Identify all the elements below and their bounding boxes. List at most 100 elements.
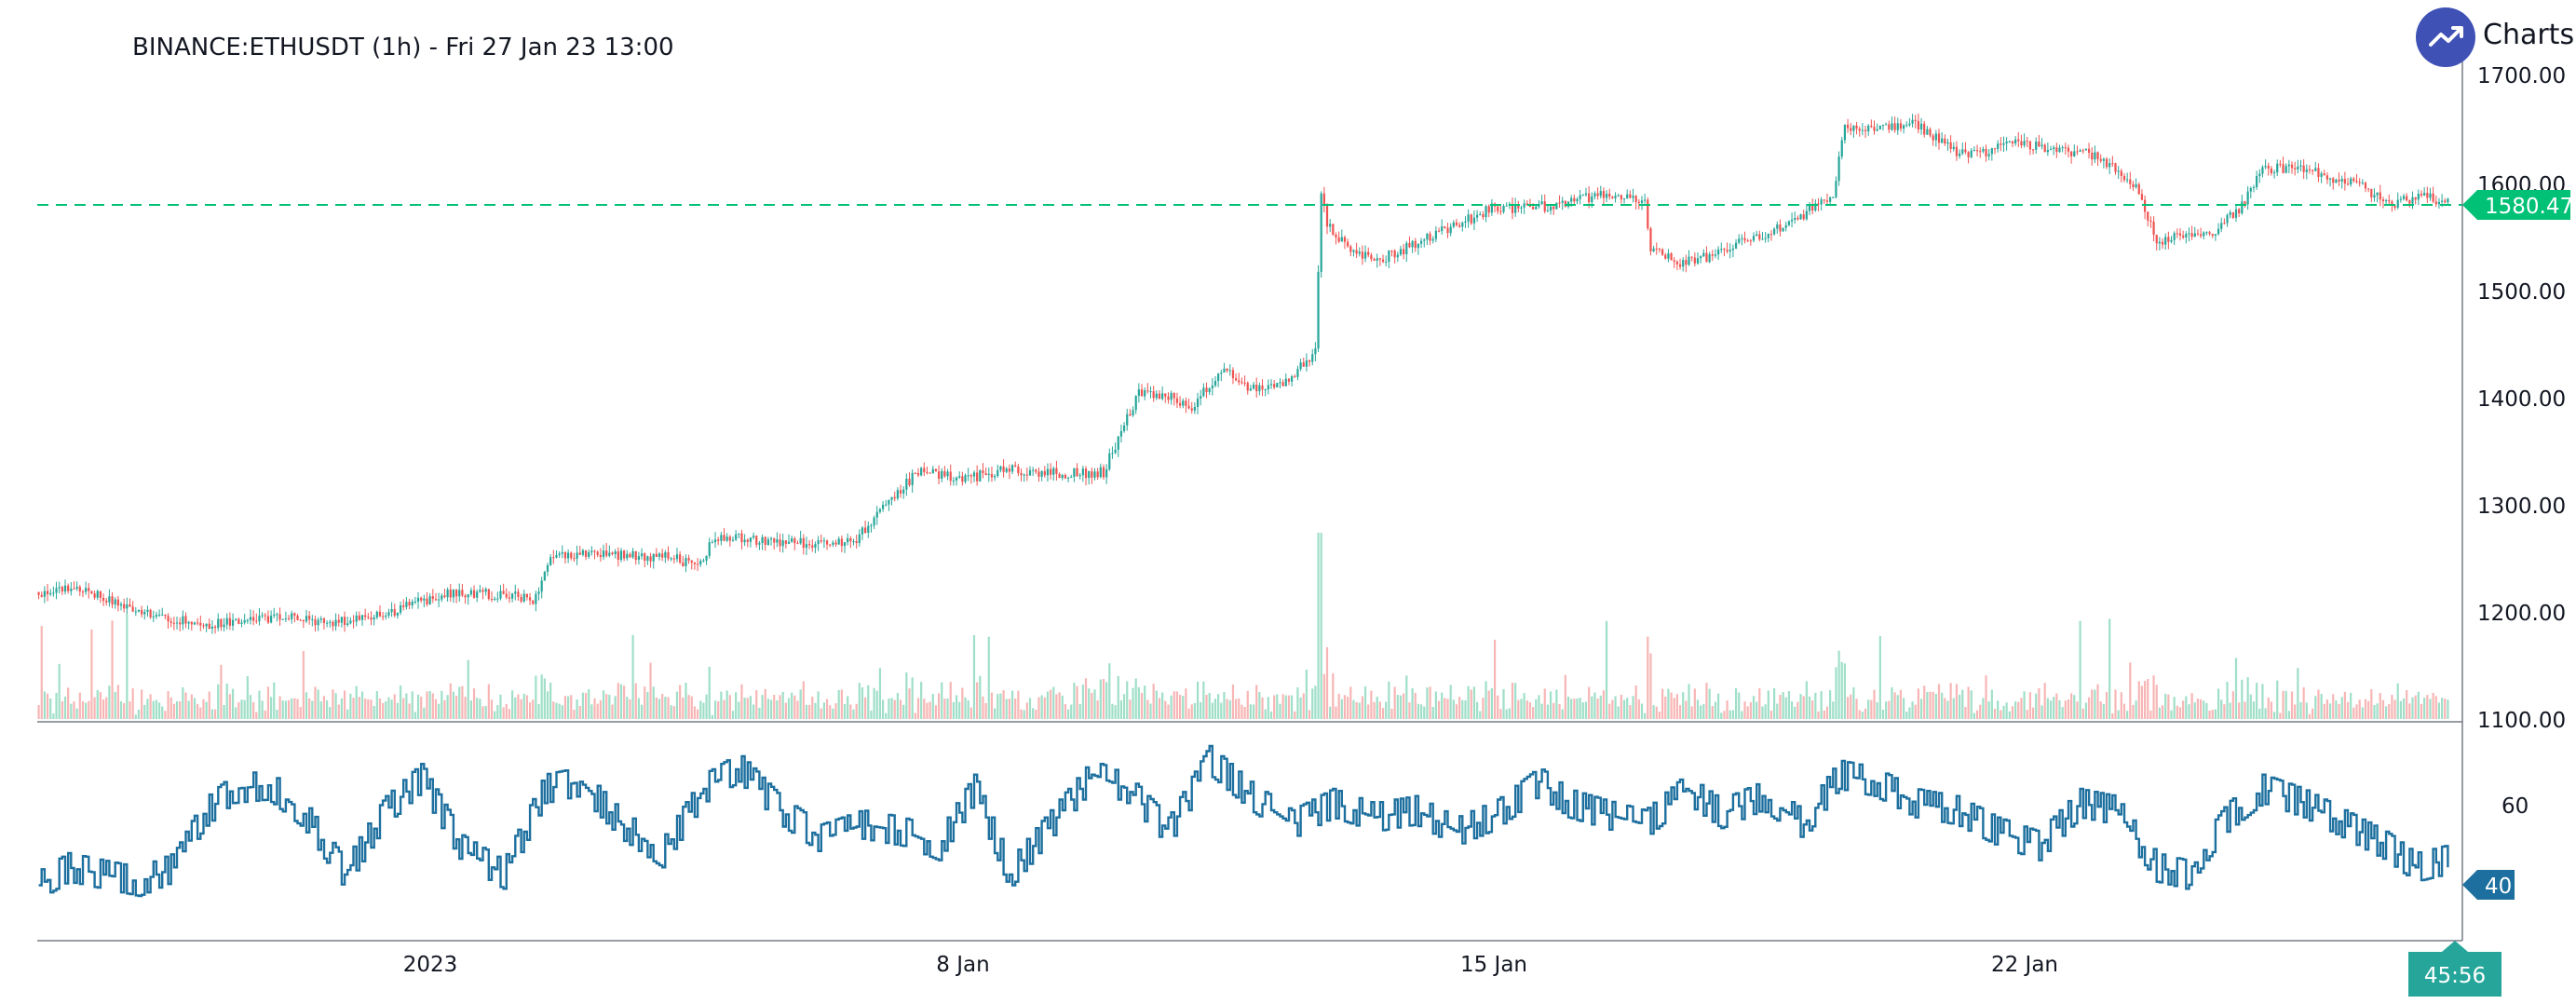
- price-axis[interactable]: 1700.00 1600.00 1500.00 1400.00 1300.00 …: [2477, 64, 2566, 819]
- candle-body: [588, 552, 590, 557]
- volume-bar: [685, 683, 687, 719]
- candle-body: [505, 593, 508, 598]
- candle-body: [2376, 192, 2379, 196]
- candle-body: [1729, 250, 1731, 252]
- candle-body: [469, 590, 472, 595]
- volume-bar: [1137, 686, 1140, 719]
- trending-up-icon[interactable]: [2416, 7, 2475, 67]
- candle-body: [696, 563, 699, 565]
- volume-bar: [605, 694, 608, 719]
- volume-bar: [2299, 701, 2302, 719]
- time-axis[interactable]: 2023 8 Jan 15 Jan 22 Jan: [403, 953, 2058, 977]
- candle-body: [1858, 129, 1861, 131]
- volume-bar: [1149, 703, 1152, 719]
- volume-bar: [67, 687, 70, 719]
- candle-body: [1817, 203, 1820, 205]
- candle-body: [2384, 199, 2388, 202]
- candle-body: [982, 470, 984, 473]
- volume-bar: [1091, 692, 1093, 719]
- volume-bar: [517, 694, 520, 719]
- candle-body: [2423, 193, 2426, 196]
- candle-body: [1446, 227, 1449, 234]
- candle-body: [1164, 393, 1167, 397]
- candle-body: [2067, 147, 2070, 152]
- candle-body: [402, 604, 405, 607]
- volume-bar: [149, 694, 152, 719]
- volume-bar: [420, 696, 423, 719]
- volume-bar: [1505, 709, 1508, 719]
- candle-body: [1538, 203, 1540, 207]
- volume-bar: [982, 696, 984, 719]
- volume-bar: [514, 697, 517, 719]
- candle-body: [1332, 224, 1335, 236]
- candle-body: [1070, 476, 1073, 478]
- candle-body: [1873, 127, 1876, 131]
- volume-bar: [167, 691, 169, 719]
- candle-body: [769, 538, 773, 540]
- candle-body: [78, 587, 81, 592]
- volume-bar: [1429, 686, 1431, 719]
- volume-bar: [617, 683, 619, 719]
- candle-body: [1055, 468, 1058, 474]
- volume-bar: [2325, 699, 2329, 719]
- volume-bar: [164, 711, 167, 719]
- candle-body: [664, 551, 667, 558]
- candle-body: [893, 496, 896, 499]
- volume-bar: [1140, 692, 1144, 719]
- volume-bar: [1231, 684, 1235, 719]
- volume-bar: [2384, 706, 2388, 719]
- volume-bar: [2270, 701, 2273, 719]
- volume-bar: [2061, 707, 2064, 719]
- volume-bar: [926, 702, 929, 719]
- candle-body: [481, 590, 484, 592]
- candle-body: [1081, 468, 1084, 476]
- volume-bar: [332, 689, 334, 719]
- candle-body: [2402, 196, 2406, 199]
- volume-bar: [766, 699, 770, 719]
- volume-bar: [2046, 698, 2049, 719]
- volume-bar: [1164, 700, 1167, 719]
- volume-bar: [1605, 620, 1608, 719]
- candle-body: [1993, 148, 1997, 150]
- candle-body: [561, 551, 563, 554]
- brand-label[interactable]: Charts p: [2483, 19, 2576, 51]
- volume-bar: [832, 708, 834, 719]
- volume-bar: [793, 695, 796, 719]
- volume-bar: [969, 707, 972, 719]
- candle-body: [1091, 471, 1093, 478]
- volume-bar: [525, 695, 529, 719]
- volume-bar: [63, 696, 67, 719]
- volume-bar: [905, 672, 908, 719]
- candle-body: [758, 543, 761, 545]
- candle-body: [514, 591, 517, 594]
- volume-bar: [1223, 692, 1226, 719]
- volume-bar: [2234, 658, 2238, 719]
- volume-bar: [1441, 692, 1444, 719]
- candle-body: [420, 597, 423, 601]
- volume-bar: [1228, 699, 1231, 719]
- volume-bar: [1714, 701, 1717, 719]
- volume-bar: [1322, 673, 1325, 719]
- volume-bar: [1023, 710, 1025, 719]
- volume-bar: [1752, 696, 1756, 719]
- volume-bar: [370, 699, 373, 719]
- candle-body: [2002, 142, 2005, 145]
- volume-bar: [1552, 702, 1555, 719]
- volume-bar: [1640, 703, 1644, 719]
- volume-bar: [446, 695, 449, 719]
- candle-body: [1431, 238, 1434, 241]
- candle-body: [434, 599, 438, 601]
- volume-bar: [1070, 704, 1073, 719]
- volume-bar: [2350, 692, 2352, 719]
- volume-bar: [773, 694, 776, 719]
- volume-bar: [220, 664, 223, 719]
- volume-bar: [1385, 701, 1388, 719]
- volume-bar: [908, 688, 911, 719]
- candle-body: [1941, 138, 1944, 143]
- candle-body: [452, 590, 455, 598]
- candle-body: [2267, 166, 2270, 169]
- oscillator-line: [38, 744, 2449, 898]
- volume-bar: [1455, 704, 1458, 719]
- volume-bar: [1396, 694, 1399, 719]
